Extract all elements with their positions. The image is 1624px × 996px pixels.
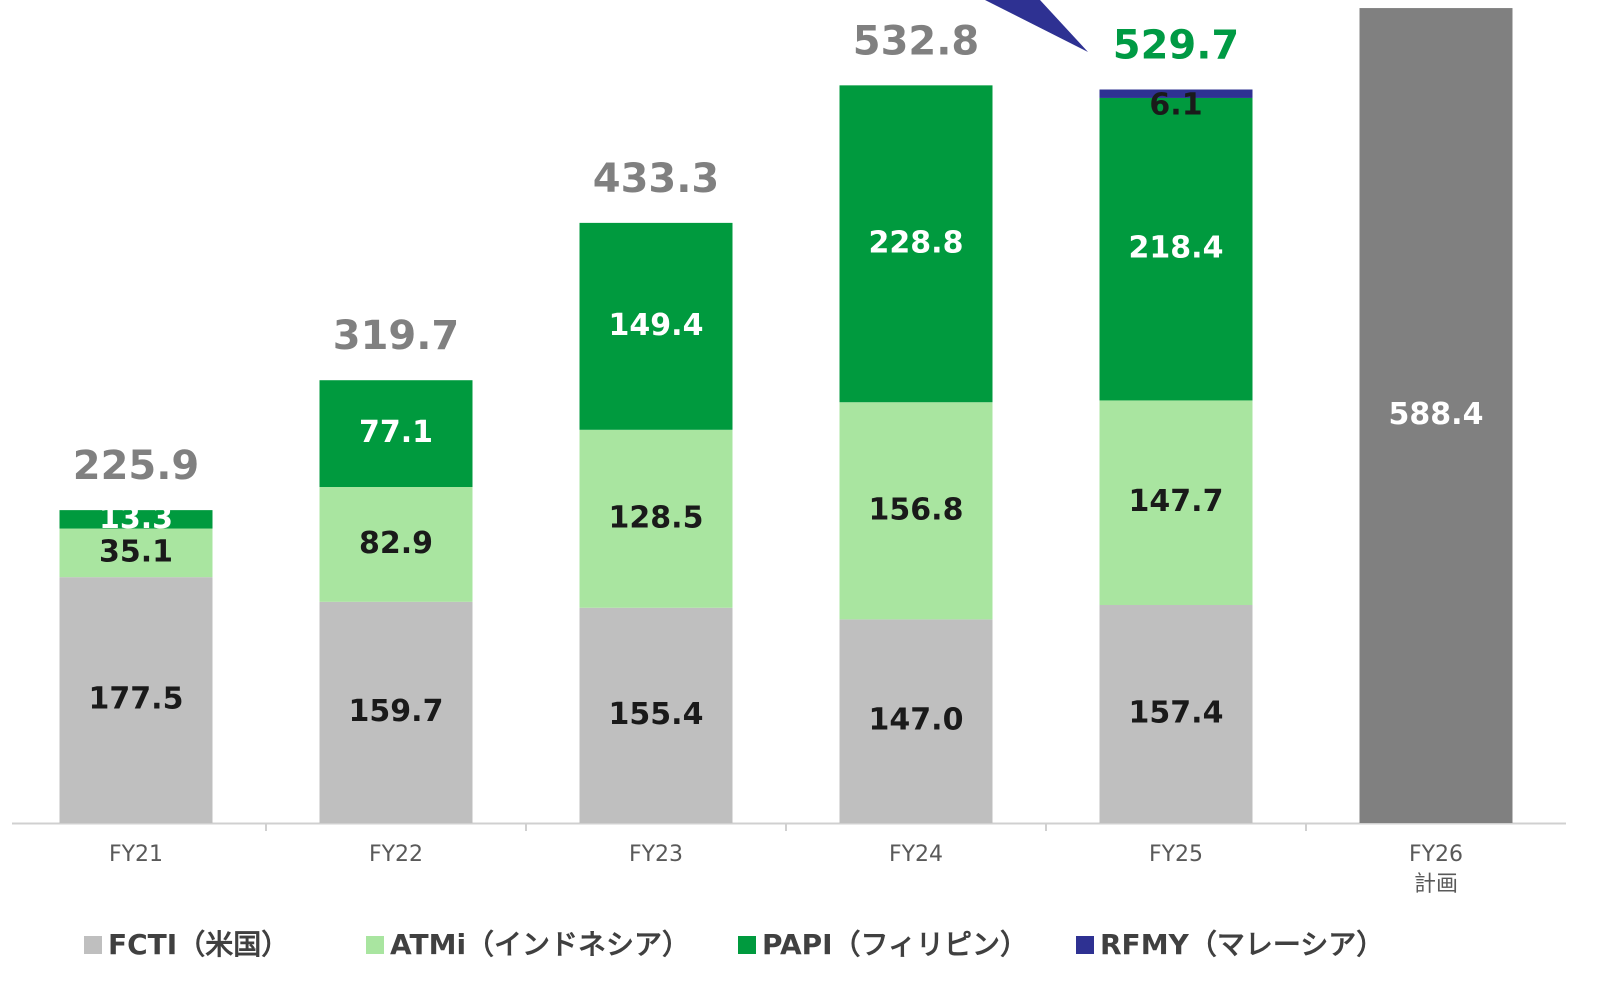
total-label: 319.7 [333, 313, 460, 359]
value-label: 77.1 [359, 415, 433, 450]
total-label: 529.7 [1113, 23, 1240, 69]
legend-label: FCTI（米国） [108, 928, 289, 961]
bar-segment [839, 402, 993, 620]
value-label: 13.3 [99, 501, 173, 536]
bar-segment [59, 510, 213, 529]
value-label: 155.4 [609, 697, 704, 732]
bar-segment [319, 486, 473, 602]
value-label: 147.0 [869, 703, 964, 738]
legend-label: RFMY（マレーシア） [1100, 928, 1384, 961]
value-label: 159.7 [349, 694, 444, 729]
total-label: 433.3 [593, 156, 720, 202]
value-label: 6.1 [1149, 87, 1202, 122]
bar-segment [319, 380, 473, 487]
x-tick-label: FY22 [369, 842, 423, 867]
bar-segment [579, 429, 733, 608]
bar-segment [1099, 605, 1253, 823]
value-label: 177.5 [89, 682, 184, 717]
bar-segment [579, 222, 733, 430]
callout-arrow [985, 0, 1088, 52]
value-label: 588.4 [1389, 397, 1484, 432]
value-label: 218.4 [1129, 231, 1224, 266]
value-label: 156.8 [869, 492, 964, 527]
value-label: 128.5 [609, 500, 704, 535]
value-label: 82.9 [359, 526, 433, 561]
value-label: 157.4 [1129, 696, 1224, 731]
x-tick-label: FY23 [629, 842, 683, 867]
value-label: 149.4 [609, 308, 704, 343]
legend-label: PAPI（フィリピン） [762, 928, 1028, 961]
value-label: 147.7 [1129, 484, 1224, 519]
x-tick-label: FY26 計画 [1409, 842, 1463, 897]
bar-segment [579, 607, 733, 823]
x-tick-label: FY21 [109, 842, 163, 867]
bar-segment [1099, 97, 1253, 401]
value-label: 228.8 [869, 225, 964, 260]
total-label: 532.8 [853, 18, 980, 64]
bar-segment [839, 619, 993, 823]
bar-segment [1099, 89, 1253, 98]
bar-segment [59, 528, 213, 578]
x-tick-label: FY24 [889, 842, 943, 867]
legend-swatch [738, 936, 756, 954]
legend-swatch [366, 936, 384, 954]
x-tick-label: FY25 [1149, 842, 1203, 867]
legend-swatch [1076, 936, 1094, 954]
total-label: 225.9 [73, 443, 200, 489]
bar-segment [319, 601, 473, 823]
bar-segment [59, 577, 213, 823]
bar-segment [1359, 8, 1513, 824]
bar-segment [1099, 400, 1253, 606]
legend-label: ATMi（インドネシア） [390, 928, 690, 961]
legend-swatch [84, 936, 102, 954]
value-label: 35.1 [99, 534, 173, 569]
bar-segment [839, 85, 993, 403]
